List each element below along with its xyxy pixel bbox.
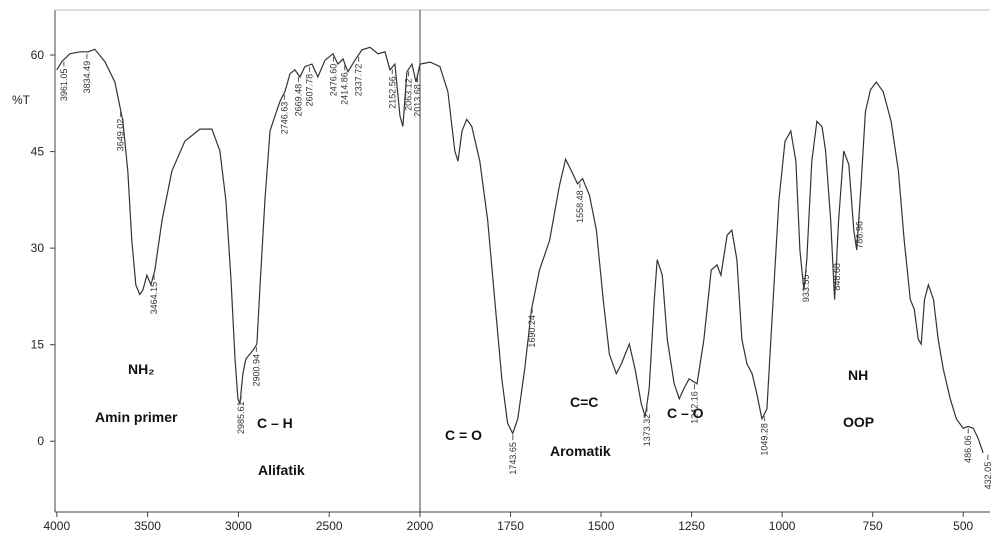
- x-tick-label: 1750: [497, 519, 524, 533]
- peak-label: 3464.15: [149, 282, 159, 315]
- peak-label: 2669.48: [293, 84, 303, 117]
- x-tick-label: 1000: [769, 519, 796, 533]
- peak-label: 2152.56: [387, 76, 397, 109]
- annotation: NH₂: [128, 361, 154, 377]
- peak-label: 1558.48: [575, 190, 585, 223]
- annotation: Amin primer: [95, 409, 178, 425]
- x-tick-label: 4000: [43, 519, 70, 533]
- peak-label: 1690.24: [527, 315, 537, 348]
- annotation: C – O: [667, 405, 704, 421]
- peak-label: 2985.61: [236, 402, 246, 435]
- peak-label: 3961.05: [59, 69, 69, 102]
- x-tick-label: 1500: [588, 519, 615, 533]
- x-tick-label: 1250: [678, 519, 705, 533]
- annotation: C = O: [445, 427, 482, 443]
- annotation: Alifatik: [258, 462, 305, 478]
- annotation: C – H: [257, 415, 293, 431]
- y-tick-label: 0: [37, 434, 44, 448]
- x-tick-label: 2000: [407, 519, 434, 533]
- peak-label: 1743.65: [508, 442, 518, 475]
- y-axis-label: %T: [12, 93, 31, 107]
- x-tick-label: 3500: [134, 519, 161, 533]
- annotation: C=C: [570, 394, 598, 410]
- peak-label: 1373.32: [642, 414, 652, 447]
- x-tick-label: 500: [953, 519, 973, 533]
- peak-label: 2013.68: [413, 84, 423, 117]
- peak-label: 1049.28: [759, 423, 769, 456]
- y-tick-label: 30: [31, 241, 45, 255]
- peak-label: 1242.16: [689, 391, 699, 424]
- y-tick-label: 45: [31, 145, 45, 159]
- annotation: Aromatik: [550, 443, 611, 459]
- spectrum-line: [56, 46, 421, 405]
- peak-label: 2337.72: [354, 64, 364, 97]
- peak-label: 3834.49: [82, 61, 92, 94]
- peak-label: 2476.60: [328, 64, 338, 97]
- x-tick-label: 3000: [225, 519, 252, 533]
- peak-label: 2607.78: [305, 74, 315, 107]
- x-tick-label: 2500: [316, 519, 343, 533]
- y-tick-label: 60: [31, 48, 45, 62]
- peak-label: 2746.63: [279, 102, 289, 135]
- peak-label: 432.05: [983, 462, 992, 490]
- annotation: OOP: [843, 414, 874, 430]
- x-tick-label: 750: [863, 519, 883, 533]
- peak-label: 2900.94: [251, 354, 261, 387]
- annotation: NH: [848, 367, 868, 383]
- peak-label: 786.96: [854, 221, 864, 249]
- peak-label: 3649.02: [116, 119, 126, 152]
- peak-label: 2063.12: [404, 78, 414, 111]
- peak-label: 933.55: [801, 275, 811, 303]
- peak-label: 486.06: [963, 435, 973, 463]
- spectrum-line: [419, 61, 984, 453]
- y-tick-label: 15: [31, 338, 45, 352]
- peak-label: 2414.86: [340, 72, 350, 105]
- peak-label: 848.68: [832, 263, 842, 291]
